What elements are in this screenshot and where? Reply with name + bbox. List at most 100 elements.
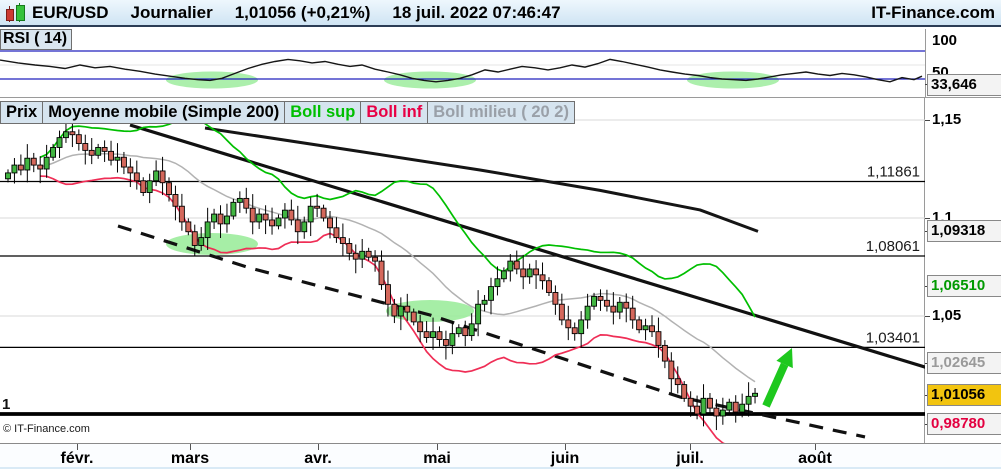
- candle: [610, 305, 617, 313]
- candle: [166, 182, 172, 195]
- candle: [442, 339, 449, 346]
- sr-line-label: 1,03401: [866, 329, 920, 346]
- candle: [481, 299, 488, 305]
- candle: [327, 217, 333, 229]
- candle: [5, 172, 11, 180]
- boll-sup-line: [39, 117, 756, 318]
- legend-item-0[interactable]: Prix: [0, 101, 44, 124]
- candle: [500, 270, 507, 280]
- dashed-trendline[interactable]: [117, 224, 866, 439]
- candle: [539, 274, 546, 282]
- candle: [133, 172, 140, 182]
- candle: [661, 344, 668, 362]
- price-axis[interactable]: 100 50 33,646 1,15 1,1 1,09318 1,06510 1,05 1,02…: [925, 27, 1001, 443]
- candle: [17, 164, 24, 171]
- candle: [681, 384, 688, 399]
- candle: [198, 237, 205, 246]
- parity-axis-label: 1: [2, 396, 11, 413]
- rsi-plot[interactable]: [0, 29, 925, 98]
- candle: [108, 150, 114, 161]
- candle: [752, 392, 758, 397]
- candle: [288, 209, 295, 221]
- candle: [359, 250, 366, 260]
- rsi-indicator-label[interactable]: RSI ( 14): [0, 29, 73, 50]
- candle: [204, 221, 211, 239]
- highlight-ellipse: [166, 233, 258, 255]
- candle: [423, 331, 430, 339]
- solid-trendline[interactable]: [129, 123, 925, 369]
- candle: [404, 305, 411, 313]
- price-axis-label: 1,06510: [927, 275, 1001, 297]
- candle: [732, 401, 739, 413]
- candle: [314, 205, 321, 209]
- timeframe-label[interactable]: Journalier: [130, 2, 213, 22]
- candle: [30, 157, 37, 166]
- candle: [436, 331, 443, 340]
- up-arrow-head: [776, 348, 793, 369]
- sr-line-label: 1,11861: [867, 164, 920, 181]
- candle: [191, 231, 198, 246]
- month-label: juil.: [676, 450, 704, 467]
- candle: [526, 268, 533, 278]
- candle: [243, 197, 250, 209]
- price-panel[interactable]: 1,11861 1,08061 1,03401: [0, 98, 925, 443]
- candle: [95, 146, 102, 156]
- candle: [88, 149, 95, 156]
- candle: [63, 131, 69, 139]
- rsi-highlight-ellipse: [384, 71, 476, 89]
- candle: [674, 378, 681, 386]
- rsi-panel[interactable]: [0, 29, 926, 98]
- candle: [230, 201, 237, 217]
- price-axis-label: 0,98780: [927, 413, 1001, 435]
- legend-item-3[interactable]: Boll inf: [360, 101, 429, 124]
- sr-line-label: 1,08061: [866, 238, 920, 255]
- month-label: juin: [550, 450, 580, 467]
- price-axis-label: 1,05: [932, 307, 962, 324]
- candle: [719, 409, 726, 417]
- candle: [597, 295, 604, 301]
- candle: [82, 143, 89, 151]
- candle: [745, 395, 752, 405]
- legend-row: Prix Moyenne mobile (Simple 200) Boll sup B…: [0, 101, 575, 124]
- candle: [655, 331, 662, 346]
- last-price-label: 1,01056 (+0,21%): [234, 2, 371, 22]
- candle: [700, 397, 707, 415]
- panel-divider: [0, 97, 1001, 98]
- candle: [533, 268, 540, 276]
- candle: [256, 213, 263, 223]
- candle: [50, 146, 57, 158]
- candle: [623, 301, 630, 309]
- candle: [391, 303, 398, 317]
- symbol-label[interactable]: EUR/USD: [32, 2, 109, 22]
- candle: [339, 237, 346, 244]
- candle: [346, 243, 353, 254]
- candle: [236, 197, 243, 203]
- time-axis[interactable]: févr. mars avr. mai juin juil. août: [0, 443, 1001, 469]
- boll-mid-line: [40, 152, 756, 383]
- candle: [417, 321, 424, 333]
- brand-link[interactable]: IT-Finance.com: [871, 2, 995, 22]
- candle: [546, 280, 552, 293]
- candle: [211, 213, 218, 223]
- price-plot[interactable]: 1,11861 1,08061 1,03401: [0, 98, 925, 443]
- candle: [378, 260, 385, 286]
- candle: [185, 221, 192, 233]
- candle: [269, 219, 275, 227]
- legend-item-4[interactable]: Boll milieu ( 20 2): [427, 101, 575, 124]
- candle: [24, 157, 31, 171]
- candle: [513, 260, 520, 270]
- legend-item-1[interactable]: Moyenne mobile (Simple 200): [42, 101, 286, 124]
- candle: [275, 217, 282, 227]
- legend-item-2[interactable]: Boll sup: [284, 101, 362, 124]
- candle: [224, 215, 230, 225]
- rsi-line: [0, 58, 923, 83]
- month-label: mai: [423, 450, 451, 467]
- candle: [707, 397, 713, 409]
- candle: [159, 170, 166, 184]
- candle: [603, 299, 610, 307]
- candlestick-logo-icon: [4, 2, 26, 23]
- bottom-strip: [0, 467, 1001, 469]
- candle: [37, 164, 44, 170]
- candle: [352, 252, 359, 260]
